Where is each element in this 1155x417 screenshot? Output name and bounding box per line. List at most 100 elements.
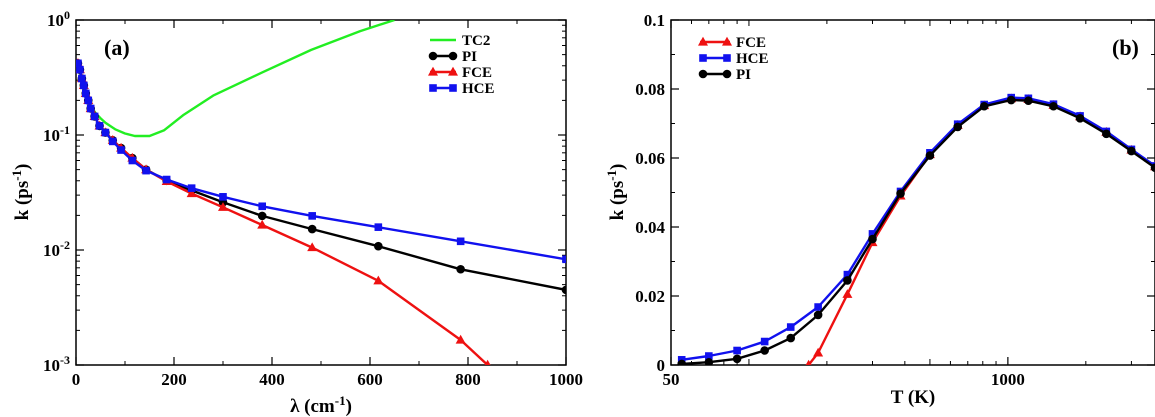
data-point-hce xyxy=(308,212,316,220)
series-fce xyxy=(76,58,491,365)
data-point-fce xyxy=(307,242,318,252)
data-point-hce xyxy=(128,156,137,165)
legend-marker xyxy=(723,54,731,62)
series-hce xyxy=(677,93,1155,364)
legend-label: FCE xyxy=(736,35,766,51)
plot-frame-a xyxy=(75,19,567,366)
data-point-hce xyxy=(82,89,90,98)
legend-entry-tc2: TC2 xyxy=(430,33,490,49)
x-tick-label: 600 xyxy=(357,370,383,389)
legend-marker xyxy=(722,36,732,46)
tick-labels-b: 50 1000 0 0.02 0.04 0.06 0.08 0.1 xyxy=(635,11,1025,389)
x-tick-label: 400 xyxy=(259,370,285,389)
data-point-pi xyxy=(1127,146,1136,156)
data-point-pi xyxy=(868,234,877,244)
data-point-hce xyxy=(76,59,82,68)
data-point-fce xyxy=(805,359,812,365)
data-point-hce xyxy=(86,104,95,113)
data-point-hce xyxy=(705,352,713,360)
legend-marker xyxy=(699,54,707,62)
data-point-hce xyxy=(187,184,196,192)
data-point-hce xyxy=(80,81,88,90)
data-point-fce xyxy=(484,359,491,365)
data-point-pi xyxy=(704,357,714,365)
data-point-pi xyxy=(307,224,317,234)
x-tick-label: 0 xyxy=(72,370,81,389)
data-point-hce xyxy=(108,137,117,146)
legend-label: HCE xyxy=(736,51,769,67)
data-point-pi xyxy=(1049,101,1058,111)
data-point-pi xyxy=(561,285,566,295)
legend-entry-pi: PI xyxy=(428,49,477,65)
y-tick-label: 100 xyxy=(47,8,70,30)
data-point-pi xyxy=(760,346,769,355)
data-point-pi xyxy=(843,276,852,285)
data-point-hce xyxy=(843,270,852,279)
series-group-b xyxy=(677,93,1155,365)
panel-a: 0 200 400 600 800 1000 100 10-1 10-2 10-3 (a) λ (… xyxy=(9,8,584,417)
legend-entry-hce: HCE xyxy=(699,51,769,67)
y-tick-label: 0.1 xyxy=(644,11,665,30)
y-tick-label: 0.06 xyxy=(635,149,665,168)
data-point-pi xyxy=(1150,163,1155,172)
data-point-hce xyxy=(162,175,171,184)
x-tick-label: 800 xyxy=(455,370,481,389)
data-point-pi xyxy=(813,310,823,320)
x-tick-label: 1000 xyxy=(991,370,1025,389)
legend-marker xyxy=(449,84,457,92)
data-point-pi xyxy=(953,122,962,132)
y-tick-label: 10-1 xyxy=(43,123,70,145)
legend-marker xyxy=(722,69,732,79)
data-point-hce xyxy=(733,346,741,355)
data-point-fce xyxy=(813,347,824,357)
legend-label: FCE xyxy=(462,65,492,81)
data-point-pi xyxy=(1006,95,1016,105)
series-line-fce xyxy=(76,62,489,365)
data-point-hce xyxy=(90,112,99,121)
legend-marker xyxy=(428,66,438,76)
data-point-pi xyxy=(732,354,742,364)
data-point-pi xyxy=(374,241,383,251)
legend-entry-fce: FCE xyxy=(428,65,492,81)
data-point-hce xyxy=(814,303,822,311)
y-tick-label: 10-2 xyxy=(43,238,70,260)
data-point-fce xyxy=(373,275,384,285)
x-axis-title-b: T (K) xyxy=(891,387,936,408)
data-point-hce xyxy=(760,337,769,346)
data-point-fce xyxy=(842,289,853,298)
legend-marker xyxy=(448,51,458,61)
panel-label-b: (b) xyxy=(1112,35,1139,60)
data-point-fce xyxy=(186,188,197,198)
legend-entry-fce: FCE xyxy=(698,35,766,51)
series-pi xyxy=(677,95,1155,365)
data-point-hce xyxy=(142,166,150,175)
data-point-hce xyxy=(101,128,110,137)
y-tick-label: 0.02 xyxy=(635,287,665,306)
series-group-a xyxy=(76,20,566,365)
data-point-pi xyxy=(979,101,989,111)
legend-label: PI xyxy=(736,67,751,83)
legend-label: PI xyxy=(462,49,477,65)
data-point-fce xyxy=(455,334,466,344)
data-point-pi xyxy=(1102,129,1111,139)
data-point-hce xyxy=(84,96,93,105)
data-point-pi xyxy=(1075,114,1085,123)
legend-marker xyxy=(698,36,708,46)
legend-marker xyxy=(429,84,437,92)
y-axis-title-a: k (ps-1) xyxy=(9,164,34,221)
y-tick-label: 0.08 xyxy=(635,80,665,99)
legend-marker xyxy=(448,66,458,76)
legend-label: HCE xyxy=(462,81,495,97)
x-axis-title-a: λ (cm-1) xyxy=(290,393,352,417)
data-point-hce xyxy=(78,74,86,83)
data-point-pi xyxy=(896,189,905,198)
series-line-fce xyxy=(807,97,1155,365)
data-point-pi xyxy=(456,264,465,274)
series-hce xyxy=(76,59,566,264)
data-point-hce xyxy=(868,230,877,238)
data-point-pi xyxy=(1024,96,1033,106)
series-line-hce xyxy=(681,96,1155,361)
